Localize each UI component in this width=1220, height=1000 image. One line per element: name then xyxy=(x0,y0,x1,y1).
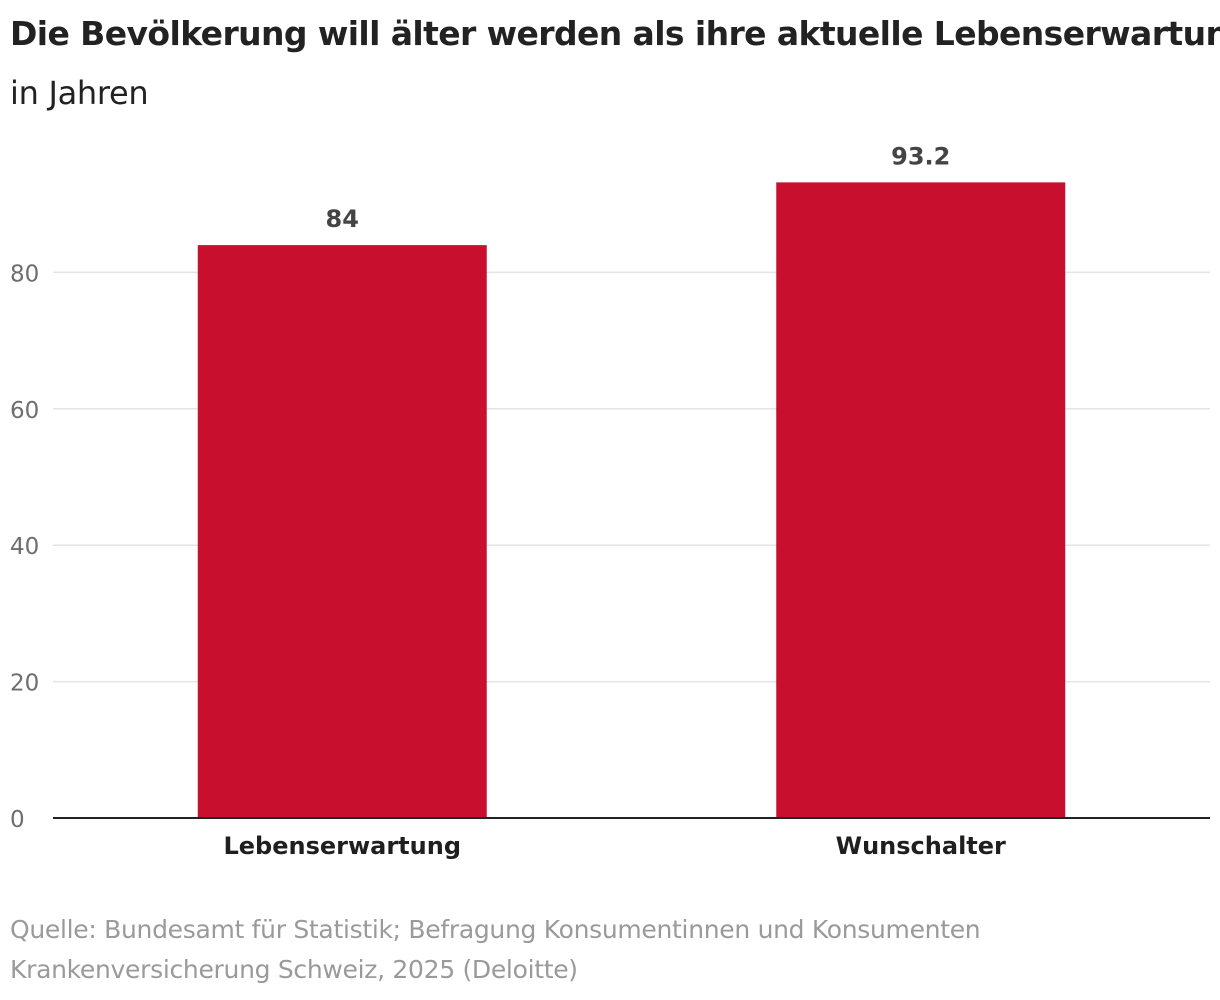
category-labels: Lebenserwartung Wunschalter xyxy=(223,832,1006,860)
chart-subtitle: in Jahren xyxy=(10,74,149,112)
category-label: Lebenserwartung xyxy=(223,832,461,860)
value-label: 84 xyxy=(326,205,359,233)
y-tick-label: 80 xyxy=(10,261,39,287)
value-labels: 84 93.2 xyxy=(326,142,951,233)
y-tick-label: 40 xyxy=(10,534,39,560)
category-label: Wunschalter xyxy=(836,832,1006,860)
chart-title: Die Bevölkerung will älter werden als ih… xyxy=(10,14,1220,53)
bar-wunschalter xyxy=(776,182,1066,819)
value-label: 93.2 xyxy=(891,142,950,170)
y-tick-label: 60 xyxy=(10,398,39,424)
source-note: Quelle: Bundesamt für Statistik; Befragu… xyxy=(10,915,981,984)
y-tick-label: 20 xyxy=(10,671,39,697)
bar-lebenserwartung xyxy=(197,245,487,818)
y-tick-label: 0 xyxy=(10,807,25,833)
y-axis-ticks: 0 20 40 60 80 xyxy=(10,261,39,833)
bars xyxy=(197,182,1066,819)
